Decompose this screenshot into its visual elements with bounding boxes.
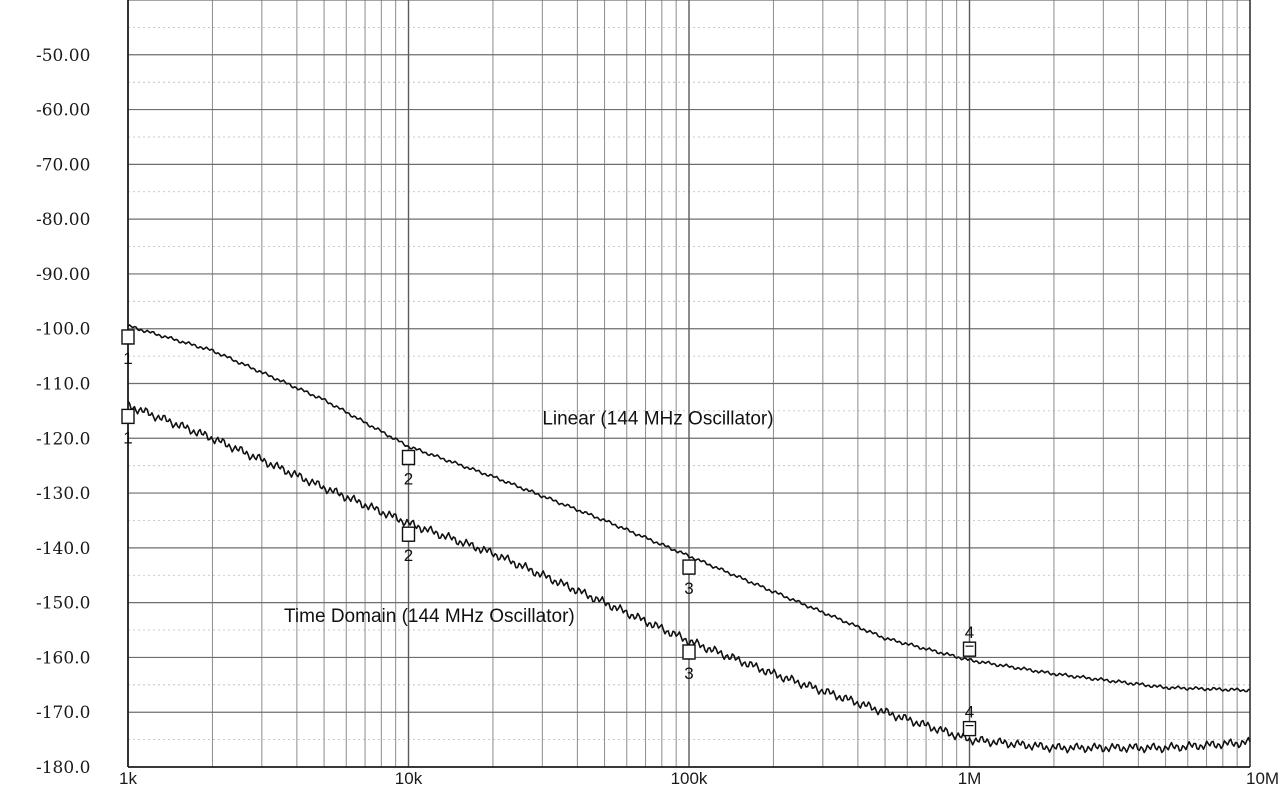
marker-label: 4 — [965, 703, 974, 722]
x-tick-label: 10k — [395, 769, 423, 787]
y-tick-label: -110.0 — [36, 375, 90, 395]
x-tick-label: 1k — [119, 769, 137, 787]
marker-glyph — [962, 641, 977, 657]
x-tick-label: 1M — [958, 769, 982, 787]
y-tick-label: -100.0 — [36, 320, 90, 340]
x-tick-labels: 1k 10k 100k 1M 10M — [119, 769, 1279, 787]
y-tick-label: -80.00 — [36, 210, 90, 230]
y-tick-label: -160.0 — [36, 648, 90, 668]
y-tick-label: -170.0 — [36, 703, 90, 723]
marker-label: 3 — [684, 579, 693, 598]
marker-glyph — [962, 720, 977, 737]
y-tick-label: -130.0 — [36, 484, 90, 504]
marker-label: 2 — [404, 546, 413, 565]
y-tick-label: -140.0 — [36, 539, 90, 559]
marker-glyph — [682, 559, 696, 575]
y-tick-labels: -50.00 -60.00 -70.00 -80.00 -90.00 -100.0 -110… — [36, 46, 90, 778]
y-tick-label: -70.00 — [36, 155, 90, 175]
series-label-linear: Linear (144 MHz Oscillator) — [542, 409, 773, 430]
series-label-time-domain: Time Domain (144 MHz Oscillator) — [284, 606, 575, 627]
y-tick-label: -90.00 — [36, 265, 90, 285]
marker-glyph — [401, 526, 416, 542]
y-tick-label: -50.00 — [36, 46, 90, 66]
series-line — [127, 324, 1251, 693]
series-markers: 1 2 3 4 1 2 3 4 — [121, 329, 977, 737]
y-tick-label: -180.0 — [36, 758, 90, 778]
axes — [127, 0, 1251, 768]
marker-label: 1 — [123, 349, 132, 368]
y-tick-label: -150.0 — [36, 594, 90, 614]
marker-label: 3 — [684, 664, 693, 683]
y-tick-label: -120.0 — [36, 429, 90, 449]
y-tick-label: -60.00 — [36, 101, 90, 121]
marker-glyph — [401, 449, 416, 466]
marker-glyph — [121, 329, 135, 345]
marker-label: 4 — [965, 623, 974, 642]
x-tick-label: 10M — [1246, 769, 1279, 787]
series-annotations: Linear (144 MHz Oscillator) Time Domain (… — [284, 409, 774, 627]
marker-label: 1 — [123, 428, 132, 447]
marker-glyph — [682, 644, 696, 660]
marker-label: 2 — [404, 470, 413, 489]
marker-glyph — [121, 408, 135, 425]
x-tick-label: 100k — [671, 769, 708, 787]
